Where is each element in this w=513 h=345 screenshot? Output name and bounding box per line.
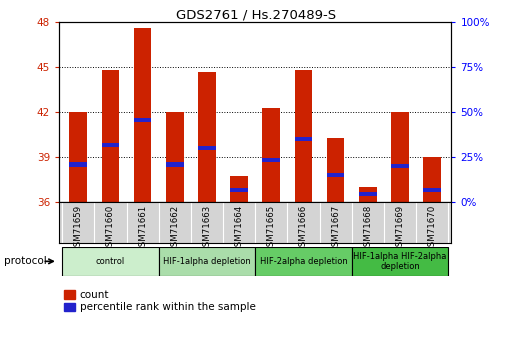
Text: GSM71661: GSM71661 <box>138 205 147 253</box>
Text: GSM71659: GSM71659 <box>74 205 83 252</box>
Bar <box>391 164 409 168</box>
FancyBboxPatch shape <box>62 247 159 276</box>
Bar <box>69 162 87 167</box>
Bar <box>134 28 151 202</box>
Text: control: control <box>96 257 125 266</box>
Bar <box>166 162 184 167</box>
Bar <box>294 137 312 141</box>
Bar <box>327 173 345 177</box>
Bar <box>359 192 377 196</box>
Bar <box>294 70 312 202</box>
FancyBboxPatch shape <box>352 247 448 276</box>
Text: GSM71660: GSM71660 <box>106 205 115 253</box>
Text: GSM71666: GSM71666 <box>299 205 308 253</box>
Bar <box>263 158 280 162</box>
Text: GSM71664: GSM71664 <box>234 205 244 253</box>
Bar <box>134 118 151 122</box>
Text: GSM71669: GSM71669 <box>396 205 404 252</box>
Bar <box>423 157 441 202</box>
Legend: count, percentile rank within the sample: count, percentile rank within the sample <box>64 290 255 313</box>
Bar <box>102 143 120 147</box>
Bar <box>263 108 280 202</box>
Bar <box>230 176 248 202</box>
Text: GDS2761 / Hs.270489-S: GDS2761 / Hs.270489-S <box>176 9 337 22</box>
Text: GSM71668: GSM71668 <box>363 205 372 253</box>
Bar <box>166 112 184 202</box>
Bar <box>423 188 441 192</box>
Bar <box>198 146 216 150</box>
FancyBboxPatch shape <box>255 247 352 276</box>
Text: HIF-2alpha depletion: HIF-2alpha depletion <box>260 257 347 266</box>
Bar <box>102 70 120 202</box>
Text: HIF-1alpha depletion: HIF-1alpha depletion <box>163 257 251 266</box>
Text: HIF-1alpha HIF-2alpha
depletion: HIF-1alpha HIF-2alpha depletion <box>353 252 447 271</box>
Text: GSM71662: GSM71662 <box>170 205 180 253</box>
Bar <box>69 112 87 202</box>
Bar <box>198 72 216 202</box>
Bar <box>391 112 409 202</box>
Bar <box>327 138 345 202</box>
FancyBboxPatch shape <box>159 247 255 276</box>
Text: GSM71665: GSM71665 <box>267 205 276 253</box>
Text: GSM71670: GSM71670 <box>428 205 437 253</box>
Bar <box>230 188 248 192</box>
Bar <box>359 187 377 202</box>
Text: GSM71667: GSM71667 <box>331 205 340 253</box>
Text: GSM71663: GSM71663 <box>203 205 211 253</box>
Text: protocol: protocol <box>4 256 47 266</box>
